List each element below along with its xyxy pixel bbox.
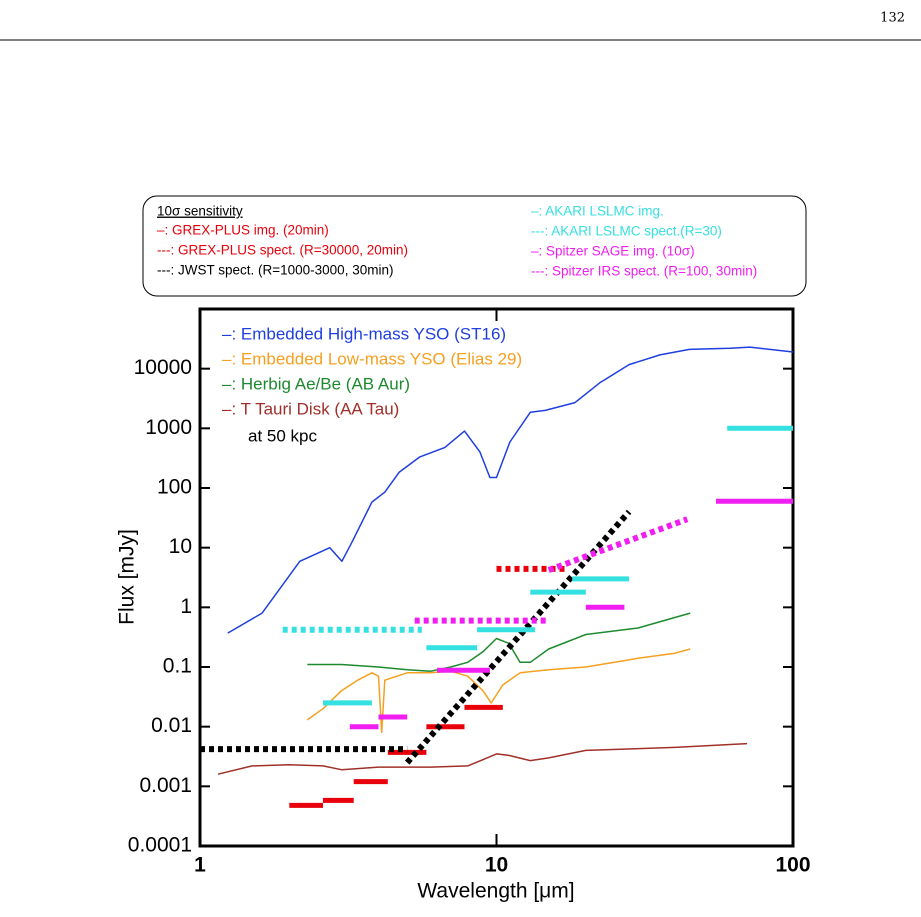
legend-entry: –: Embedded Low-mass YSO (Elias 29) (222, 349, 522, 368)
series-line (289, 704, 503, 808)
legend-entry: ---: GREX-PLUS spect. (R=30000, 20min) (157, 243, 408, 258)
series-line (414, 516, 689, 624)
legend-entry: –: AKARI LSLMC img. (531, 204, 664, 219)
y-tick-label: 10 (169, 535, 192, 558)
y-axis-label: Flux [mJy] (116, 529, 139, 625)
x-tick-label: 1 (194, 854, 206, 877)
legend-entry: –: T Tauri Disk (AA Tau) (222, 399, 399, 418)
legend-title: 10σ sensitivity (157, 204, 243, 219)
y-tick-label: 100 (157, 476, 192, 499)
legend-box (142, 195, 807, 297)
legend-entry: –: Herbig Ae/Be (AB Aur) (222, 374, 410, 393)
legend-entry: ---: AKARI LSLMC spect.(R=30) (531, 224, 722, 239)
annotation: at 50 kpc (248, 426, 317, 445)
page-number: 132 (880, 11, 905, 26)
series-line (323, 425, 793, 706)
y-tick-label: 0.001 (139, 774, 192, 797)
x-axis-label: Wavelength [μm] (417, 880, 574, 903)
series-line (200, 509, 632, 765)
legend-entry: –: GREX-PLUS img. (20min) (157, 223, 329, 238)
x-tick-label: 100 (775, 854, 810, 877)
legend-entry: –: Embedded High-mass YSO (ST16) (222, 324, 506, 343)
y-tick-label: 1 (180, 595, 192, 618)
series-line (227, 346, 794, 634)
legend-entry: ---: Spitzer IRS spect. (R=100, 30min) (531, 264, 757, 279)
x-tick-label: 10 (485, 854, 508, 877)
series-line (217, 742, 748, 775)
y-tick-label: 1000 (145, 416, 192, 439)
series-line (307, 612, 691, 672)
series-line (349, 498, 793, 730)
legend-entry: ---: JWST spect. (R=1000-3000, 30min) (157, 263, 393, 278)
y-tick-label: 0.0001 (128, 834, 192, 857)
y-tick-label: 0.1 (163, 655, 192, 678)
series-line (306, 648, 691, 734)
y-tick-label: 0.01 (151, 714, 192, 737)
legend-entry: –: Spitzer SAGE img. (10σ) (531, 244, 695, 259)
y-tick-label: 10000 (134, 356, 192, 379)
